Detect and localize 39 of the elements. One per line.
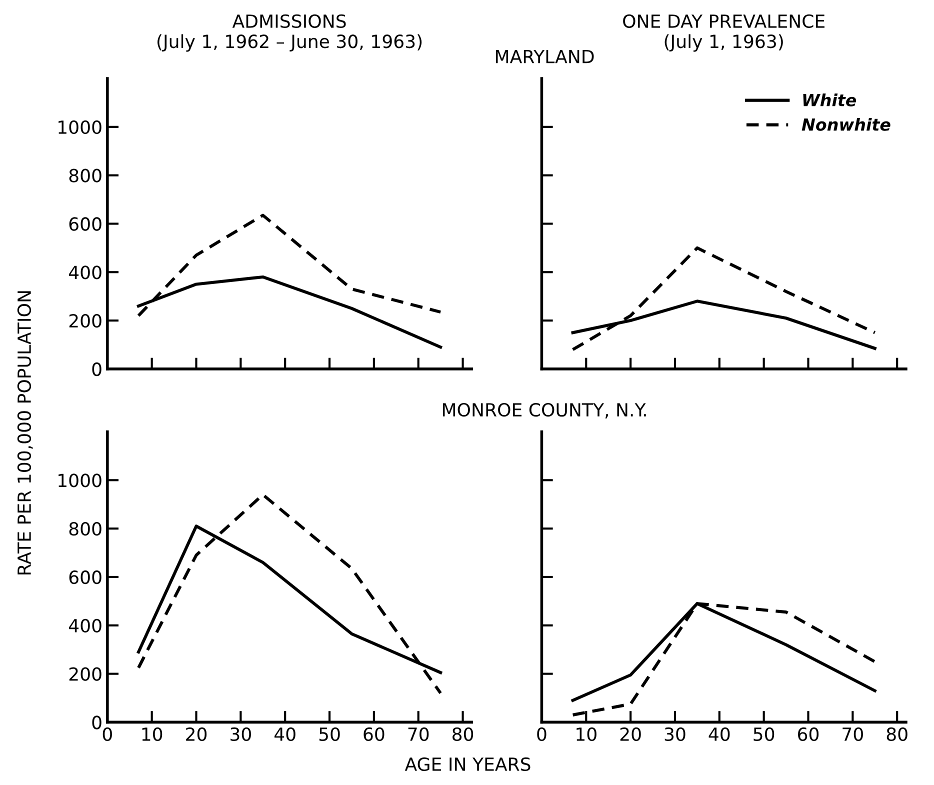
- x-tick-label: 80: [886, 727, 908, 742]
- y-tick-label: 1000: [58, 474, 102, 488]
- x-tick-label: 50: [754, 727, 774, 742]
- y-tick-label: 400: [68, 618, 102, 632]
- x-tick-label: 40: [274, 727, 296, 742]
- y-tick-label: 0: [92, 716, 102, 730]
- x-tick-label: 20: [186, 727, 207, 742]
- x-tick-label: 0: [102, 727, 112, 742]
- y-tick-label: 800: [69, 168, 102, 182]
- y-tick-label: 400: [68, 266, 102, 280]
- legend-label: Nonwhite: [802, 118, 890, 131]
- text: MONROE COUNTY, N.Y.: [442, 402, 646, 418]
- x-tick-label: 10: [142, 727, 162, 742]
- x-tick-label: 0: [537, 727, 546, 742]
- x-tick-label: 70: [408, 727, 429, 742]
- y-tick-label: 0: [92, 362, 102, 376]
- chart-title: ONE DAY PREVALENCE (July 1, 1963): [623, 14, 824, 52]
- x-axis-title: AGE IN YEARS: [404, 757, 530, 772]
- x-tick-label: 70: [842, 727, 863, 742]
- x-tick-label: 20: [620, 727, 641, 742]
- y-tick-label: 200: [69, 314, 102, 328]
- y-tick-label: 600: [69, 217, 102, 231]
- y-axis-title: RATE PER 100,000 POPULATION: [17, 291, 33, 574]
- y-tick-label: 800: [69, 522, 102, 536]
- x-tick-label: 50: [319, 727, 340, 742]
- x-tick-label: 30: [664, 727, 686, 742]
- x-tick-label: 60: [798, 727, 819, 742]
- y-tick-label: 200: [69, 667, 102, 681]
- x-tick-label: 80: [452, 727, 474, 742]
- legend-label: White: [803, 94, 856, 106]
- x-tick-label: 40: [708, 727, 730, 742]
- x-tick-label: 30: [230, 727, 251, 742]
- y-tick-label: 1000: [58, 120, 102, 134]
- text: MARYLAND: [496, 50, 594, 64]
- x-tick-label: 60: [364, 727, 384, 742]
- line-series: [136, 493, 442, 695]
- chart-title: ADMISSIONS (July 1, 1962 – June 30, 1963): [158, 14, 422, 52]
- x-tick-label: 10: [576, 727, 596, 742]
- y-tick-label: 600: [69, 570, 102, 584]
